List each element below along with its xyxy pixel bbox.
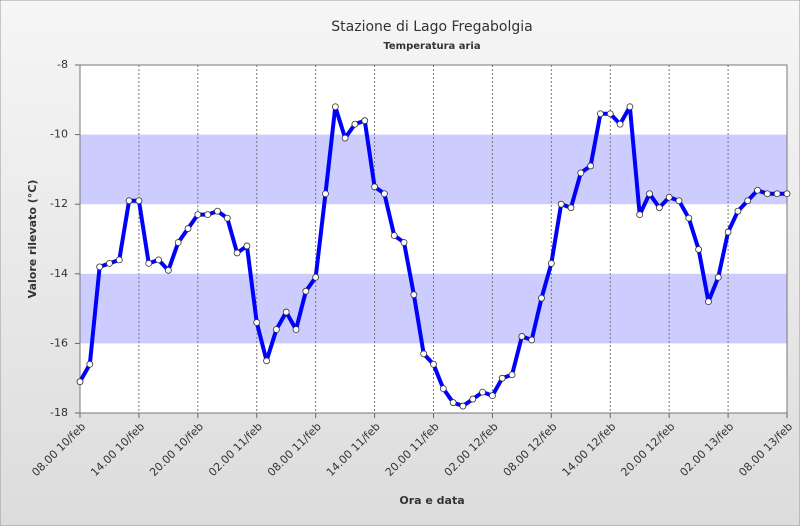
marker xyxy=(626,103,634,111)
marker xyxy=(773,190,781,198)
marker xyxy=(508,371,516,379)
marker xyxy=(655,204,663,212)
marker xyxy=(744,197,752,205)
marker xyxy=(646,190,653,198)
y-tick-label: -8 xyxy=(57,58,68,71)
marker xyxy=(292,326,300,333)
marker xyxy=(135,197,143,205)
marker xyxy=(322,190,329,198)
marker xyxy=(253,319,261,326)
x-axis-label: Ora e data xyxy=(399,494,464,507)
chart-title: Stazione di Lago Fregabolgia xyxy=(331,19,532,35)
y-tick-label: -10 xyxy=(50,128,68,141)
marker xyxy=(587,162,595,170)
marker xyxy=(763,190,771,198)
y-tick-label: -12 xyxy=(50,197,68,210)
plot-border xyxy=(79,64,788,414)
band xyxy=(80,273,787,344)
marker xyxy=(194,211,202,219)
marker xyxy=(145,259,153,267)
marker xyxy=(469,395,477,403)
marker xyxy=(538,294,545,302)
marker xyxy=(233,249,241,257)
marker xyxy=(606,110,614,118)
marker xyxy=(420,350,428,358)
y-tick-label: -16 xyxy=(50,336,68,349)
marker xyxy=(331,103,339,111)
marker xyxy=(685,214,693,222)
marker xyxy=(449,399,457,406)
marker xyxy=(390,232,398,239)
marker xyxy=(174,239,182,246)
marker xyxy=(705,298,712,306)
marker xyxy=(381,190,388,198)
marker xyxy=(164,266,172,274)
marker xyxy=(724,228,732,236)
y-axis-label: Valore rilevato (°C) xyxy=(26,180,39,299)
marker xyxy=(106,259,113,267)
marker xyxy=(616,120,624,128)
marker xyxy=(439,385,447,393)
marker xyxy=(361,117,369,125)
marker xyxy=(675,197,683,205)
marker xyxy=(528,336,536,344)
marker xyxy=(665,193,673,201)
marker xyxy=(204,211,212,219)
marker xyxy=(155,256,162,264)
marker xyxy=(567,204,575,212)
marker xyxy=(282,308,290,316)
marker xyxy=(734,207,742,215)
marker xyxy=(754,186,761,194)
marker xyxy=(557,200,565,208)
marker xyxy=(459,402,467,410)
chart-subtitle: Temperatura aria xyxy=(383,41,480,52)
marker xyxy=(312,273,320,281)
marker xyxy=(479,388,486,396)
marker xyxy=(695,246,703,253)
marker xyxy=(400,239,408,246)
marker xyxy=(597,110,604,118)
marker xyxy=(410,291,418,299)
marker xyxy=(577,169,585,177)
y-tick-label: -18 xyxy=(50,406,68,419)
marker xyxy=(86,360,94,368)
marker xyxy=(430,360,437,368)
marker xyxy=(714,273,722,281)
marker xyxy=(518,333,526,340)
marker xyxy=(223,214,231,222)
marker xyxy=(489,392,496,400)
marker xyxy=(96,263,104,271)
marker xyxy=(76,378,84,386)
marker xyxy=(341,134,349,142)
marker xyxy=(351,120,359,128)
marker xyxy=(243,242,251,250)
marker xyxy=(371,183,378,191)
marker xyxy=(272,326,280,333)
marker xyxy=(214,207,221,215)
marker xyxy=(302,287,310,295)
y-tick-label: -14 xyxy=(50,267,68,280)
marker xyxy=(115,256,123,264)
marker xyxy=(125,197,133,205)
marker xyxy=(636,211,644,219)
marker xyxy=(498,374,506,382)
marker xyxy=(184,225,192,232)
marker xyxy=(783,190,791,198)
marker xyxy=(547,259,555,267)
marker xyxy=(263,357,270,365)
